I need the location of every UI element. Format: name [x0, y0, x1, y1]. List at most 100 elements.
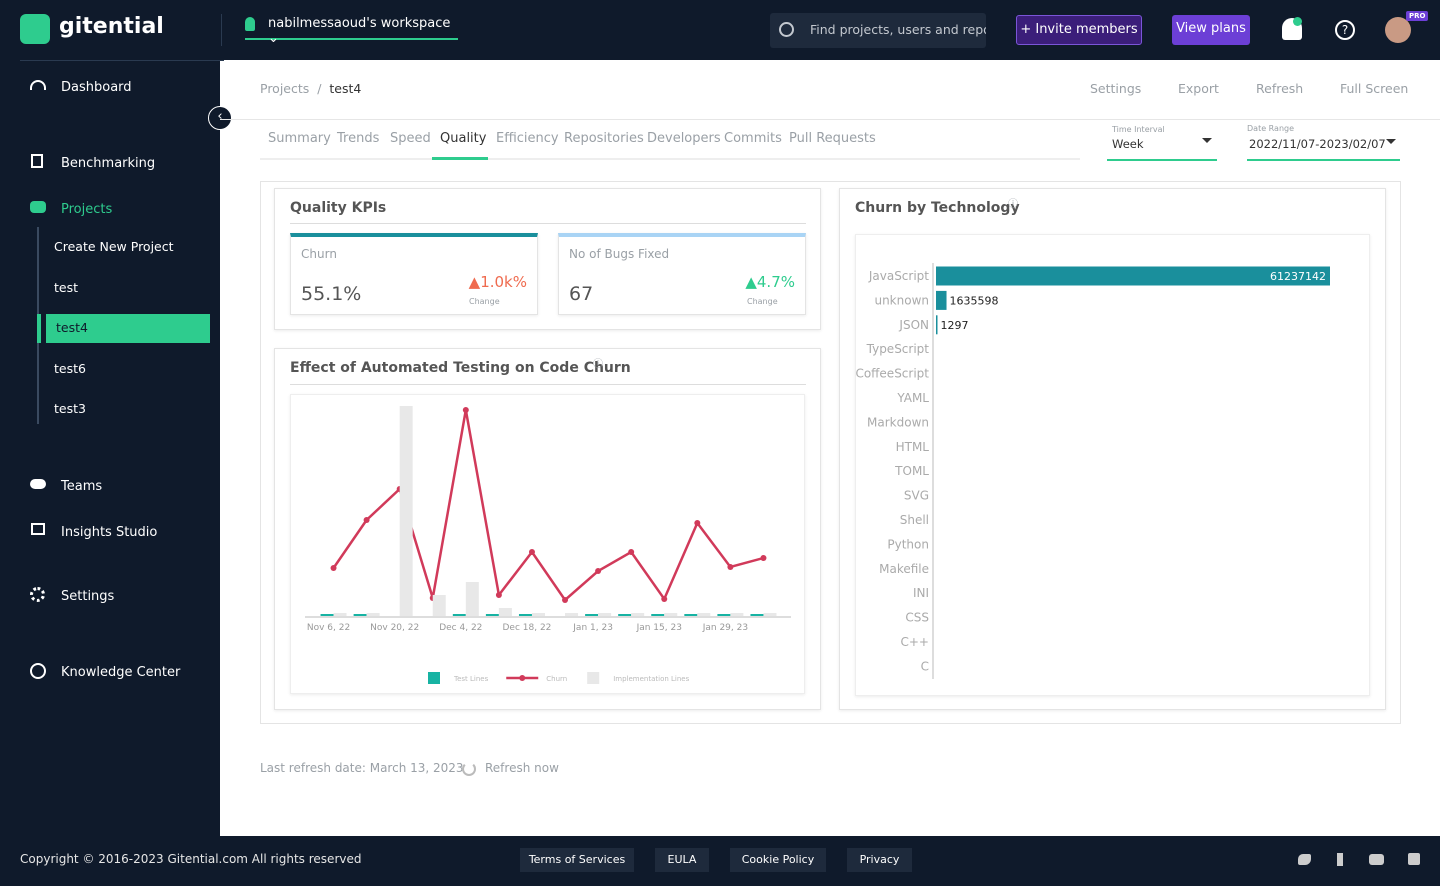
nav-item[interactable]: Insights Studio: [61, 525, 158, 540]
help[interactable]: ?: [1335, 20, 1355, 40]
project-item[interactable]: Create New Project: [54, 239, 174, 254]
tab[interactable]: Repositories: [564, 131, 644, 146]
divider: [220, 119, 1440, 120]
value-label: 1297: [941, 319, 969, 332]
legend-swatch: [428, 672, 440, 684]
x-tick-label: Jan 1, 23: [572, 623, 613, 633]
nav-item[interactable]: Knowledge Center: [61, 665, 181, 680]
toolbar-item[interactable]: Settings: [1090, 81, 1142, 96]
icon: [31, 523, 45, 535]
bar: [399, 406, 413, 616]
view-plans-button[interactable]: View plans: [1172, 15, 1250, 45]
date-range-select[interactable]: Date Range 2022/11/07-2023/02/07: [1247, 124, 1400, 161]
y-tick-label: Markdown: [867, 415, 929, 429]
chart-title: Churn by Technology: [855, 200, 1020, 216]
bar: [750, 614, 764, 616]
x-tick-label: Dec 18, 22: [503, 623, 552, 633]
x-tick-label: Nov 6, 22: [307, 623, 350, 633]
y-tick-label: HTML: [896, 440, 930, 454]
project-item[interactable]: test3: [54, 401, 86, 416]
footer-link[interactable]: Cookie Policy: [730, 848, 826, 872]
icon: [30, 479, 46, 489]
bar: [518, 614, 532, 616]
collapse-button[interactable]: ‹: [208, 106, 232, 130]
project-item[interactable]: test6: [54, 361, 86, 376]
legend-label: Churn: [546, 675, 567, 683]
y-tick-label: SVG: [904, 489, 929, 503]
value-label: 61237142: [1270, 270, 1326, 283]
user-icon: [245, 17, 255, 31]
legend-swatch: [587, 672, 600, 684]
copyright: Copyright © 2016-2023 Gitential.com All …: [20, 852, 362, 866]
nav-item[interactable]: Projects: [61, 202, 113, 217]
bar: [717, 614, 731, 616]
nav-item[interactable]: Dashboard: [61, 80, 132, 95]
divider: [290, 384, 806, 385]
footer-link[interactable]: EULA: [655, 848, 709, 872]
brand[interactable]: gitential: [59, 14, 164, 39]
tab[interactable]: Quality: [440, 131, 487, 146]
tab[interactable]: Commits: [724, 131, 782, 146]
facebook-icon[interactable]: [1337, 853, 1343, 866]
point: [595, 568, 602, 574]
icon: [30, 663, 46, 679]
pro-badge: PRO: [1406, 11, 1429, 21]
help-icon[interactable]: ⓘ: [1008, 199, 1018, 210]
toolbar-item[interactable]: Refresh: [1256, 81, 1304, 96]
y-tick-label: TOML: [894, 464, 929, 478]
youtube-icon[interactable]: [1369, 854, 1384, 865]
x-tick-label: Jan 29, 23: [702, 623, 748, 633]
footer-link[interactable]: Privacy: [847, 848, 912, 872]
y-tick-label: C: [921, 659, 929, 673]
tech-chart: JavaScript 61237142 unknown 1635598 JSON 1297…: [855, 234, 1370, 696]
refresh-icon: [462, 762, 476, 776]
kpi-value: 67: [569, 283, 594, 305]
project-item[interactable]: test: [54, 280, 79, 295]
bar: [353, 614, 367, 616]
tab[interactable]: Developers: [647, 131, 721, 146]
workspace-selector[interactable]: nabilmessaoud's workspace ⌄: [245, 16, 458, 46]
x-tick-label: Jan 15, 23: [636, 623, 682, 633]
kpi-name: Churn: [301, 247, 337, 261]
kpi-change-label: Change: [747, 297, 778, 306]
chart-title: Effect of Automated Testing on Code Chur…: [290, 360, 631, 376]
logo[interactable]: [20, 14, 50, 44]
toolbar-item[interactable]: Full Screen: [1340, 81, 1409, 96]
tab[interactable]: Summary: [268, 131, 331, 146]
y-tick-label: Makefile: [879, 562, 929, 576]
icon: [30, 201, 46, 213]
value: 2022/11/07-2023/02/07: [1249, 137, 1386, 151]
avatar[interactable]: [1385, 17, 1411, 43]
legend-label: Test Lines: [453, 675, 489, 683]
search[interactable]: Find projects, users and reposi: [770, 13, 986, 48]
y-tick-label: Shell: [900, 513, 929, 527]
footer: Copyright © 2016-2023 Gitential.com All …: [0, 836, 1440, 886]
invite-button[interactable]: + Invite members: [1016, 15, 1142, 45]
kpi-change: ▲4.7%: [745, 273, 795, 291]
nav-item[interactable]: Settings: [61, 589, 115, 604]
tab[interactable]: Speed: [390, 131, 431, 146]
breadcrumb-item[interactable]: Projects: [260, 81, 310, 96]
bar: [531, 613, 545, 616]
footer-link[interactable]: Terms of Services: [520, 848, 634, 872]
point: [760, 555, 767, 561]
kpi-name: No of Bugs Fixed: [569, 247, 670, 261]
twitter-icon[interactable]: [1298, 854, 1311, 865]
help-icon[interactable]: ⓘ: [593, 359, 603, 370]
tab[interactable]: Pull Requests: [789, 131, 876, 146]
nav-item[interactable]: Benchmarking: [61, 156, 156, 171]
project-item[interactable]: test4: [56, 320, 88, 335]
point: [495, 592, 502, 598]
nav-item[interactable]: Teams: [61, 479, 103, 494]
linkedin-icon[interactable]: [1408, 853, 1420, 865]
x-tick-label: Nov 20, 22: [370, 623, 419, 633]
tab[interactable]: Trends: [337, 131, 380, 146]
time-interval-select[interactable]: Time Interval Week: [1107, 125, 1217, 161]
toolbar-item[interactable]: Export: [1178, 81, 1219, 96]
divider: [20, 60, 224, 61]
bar: [763, 613, 777, 616]
tab[interactable]: Efficiency: [496, 131, 559, 146]
icon: [30, 80, 46, 90]
refresh-now[interactable]: Refresh now: [485, 761, 559, 775]
y-tick-label: C++: [901, 635, 930, 649]
